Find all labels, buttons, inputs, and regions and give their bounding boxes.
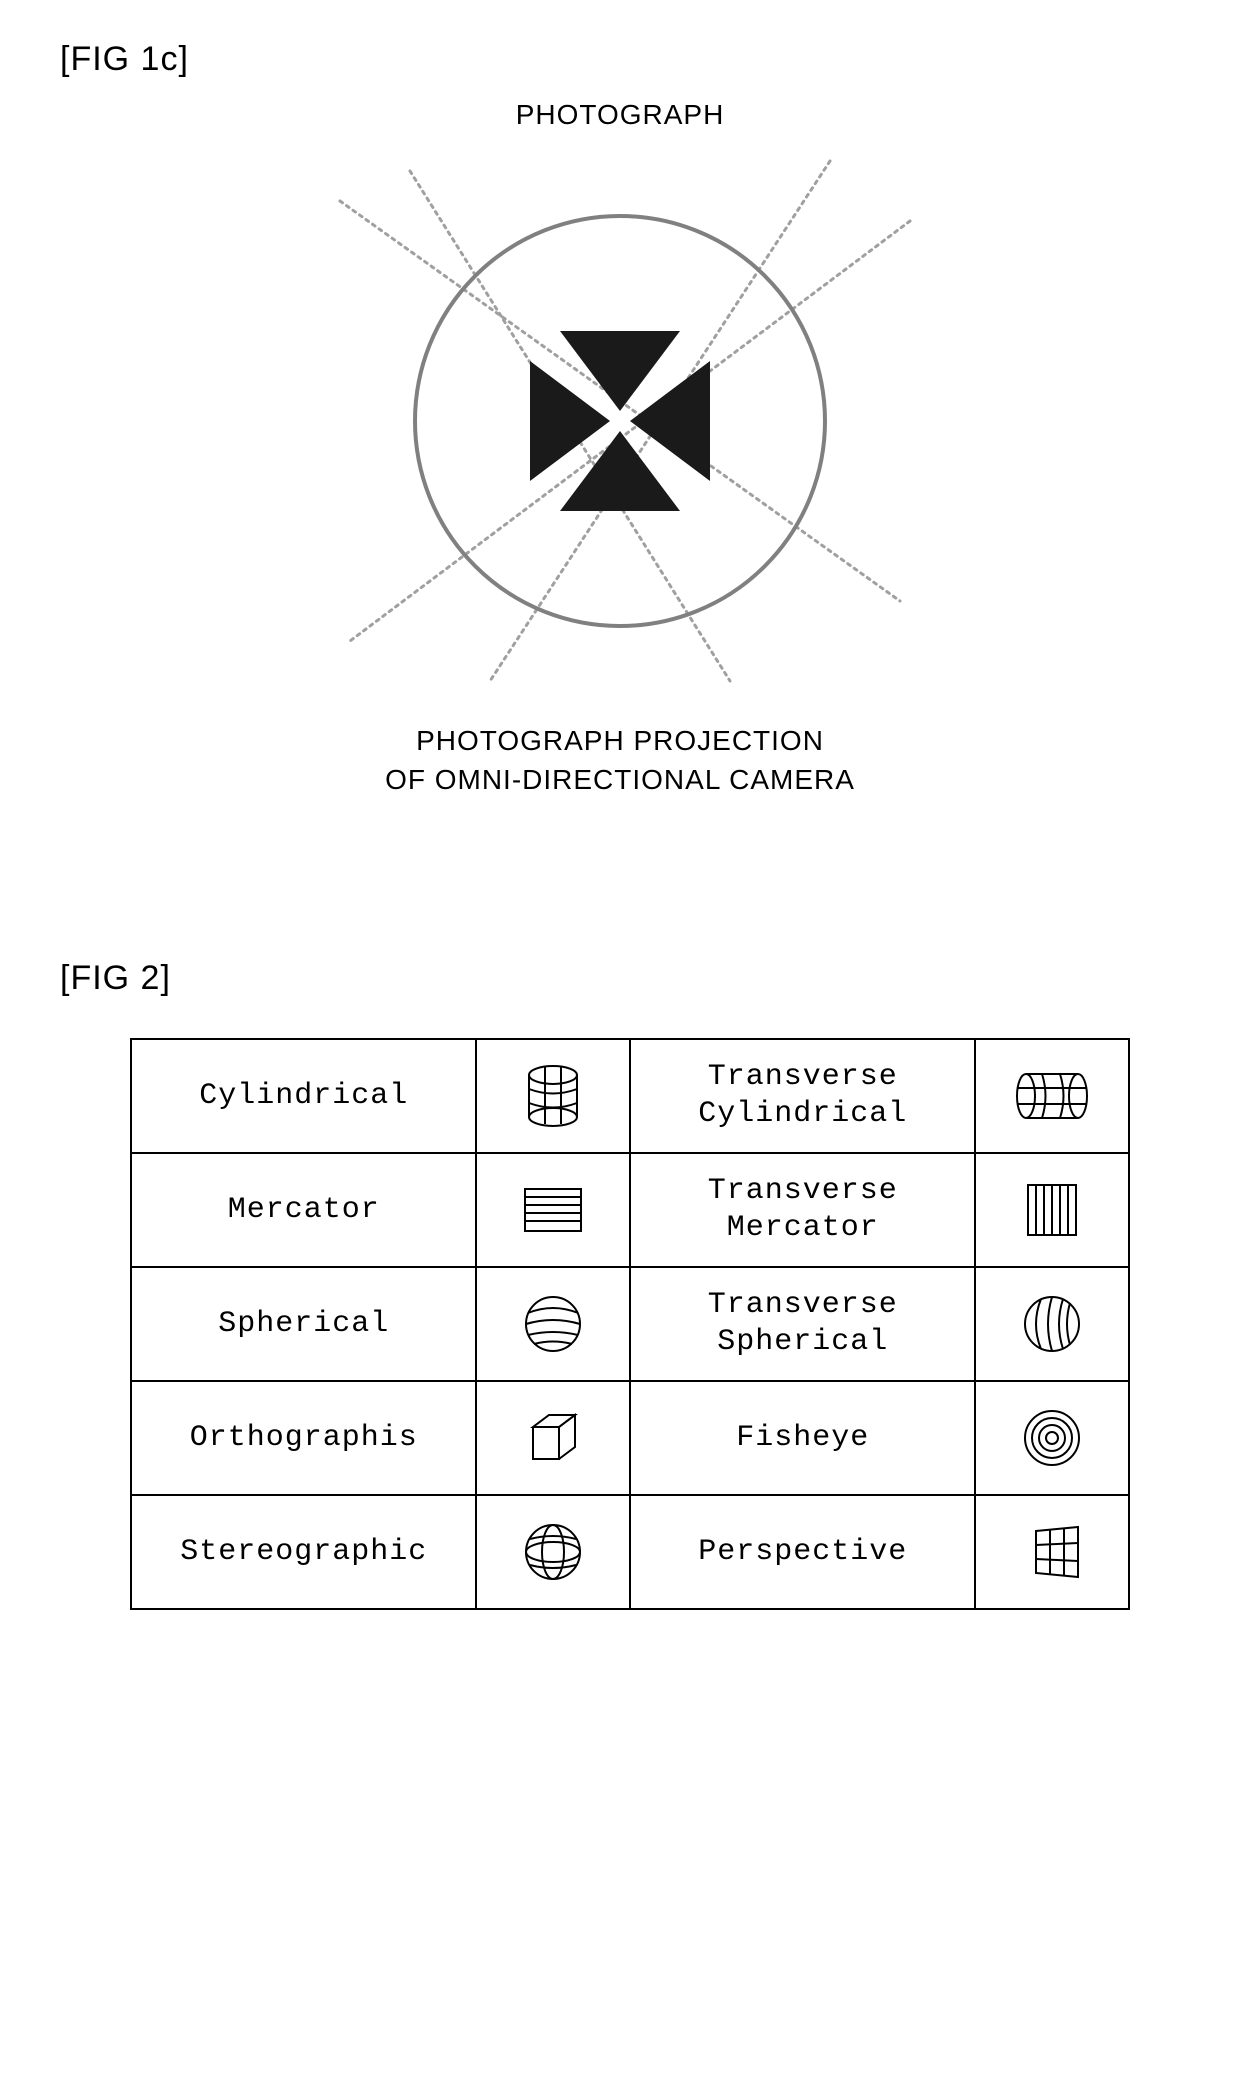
table-row: Cylindrical TransverseCylindrical xyxy=(131,1039,1129,1153)
table-row: Stereographic Perspective xyxy=(131,1495,1129,1609)
projection-name-left: Mercator xyxy=(131,1153,476,1267)
cylinder-v-icon xyxy=(476,1039,630,1153)
fig2-label: [FIG 2] xyxy=(60,959,1180,998)
projection-name-left: Spherical xyxy=(131,1267,476,1381)
projection-name-left: Orthographis xyxy=(131,1381,476,1495)
fisheye-icon xyxy=(975,1381,1129,1495)
projection-name-right: Perspective xyxy=(630,1495,975,1609)
table-row: Spherical TransverseSpherical xyxy=(131,1267,1129,1381)
sphere-v-icon xyxy=(975,1267,1129,1381)
projection-table: CylindricalTransverseCylindricalMercator… xyxy=(130,1038,1130,1610)
fig1c-bottom-line2: OF OMNI-DIRECTIONAL CAMERA xyxy=(385,764,855,795)
projection-name-right: Fisheye xyxy=(630,1381,975,1495)
stereographic-icon xyxy=(476,1495,630,1609)
mercator-v-icon xyxy=(975,1153,1129,1267)
projection-name-right: TransverseMercator xyxy=(630,1153,975,1267)
table-row: Mercator TransverseMercator xyxy=(131,1153,1129,1267)
fig1c-container: PHOTOGRAPH PHOTOGRAPH PROJECTION OF OMNI… xyxy=(270,99,970,799)
perspective-icon xyxy=(975,1495,1129,1609)
table-row: Orthographis Fisheye xyxy=(131,1381,1129,1495)
mercator-icon xyxy=(476,1153,630,1267)
projection-name-left: Cylindrical xyxy=(131,1039,476,1153)
fig2-table-container: CylindricalTransverseCylindricalMercator… xyxy=(130,1038,1130,1610)
projection-name-left: Stereographic xyxy=(131,1495,476,1609)
fig1c-diagram xyxy=(300,141,940,701)
fig1c-bottom-label: PHOTOGRAPH PROJECTION OF OMNI-DIRECTIONA… xyxy=(270,721,970,799)
fig1c-top-label: PHOTOGRAPH xyxy=(270,99,970,131)
fig1c-label: [FIG 1c] xyxy=(60,40,1180,79)
cube-icon xyxy=(476,1381,630,1495)
sphere-h-icon xyxy=(476,1267,630,1381)
fig1c-bottom-line1: PHOTOGRAPH PROJECTION xyxy=(416,725,824,756)
cylinder-h-icon xyxy=(975,1039,1129,1153)
projection-name-right: TransverseCylindrical xyxy=(630,1039,975,1153)
projection-name-right: TransverseSpherical xyxy=(630,1267,975,1381)
